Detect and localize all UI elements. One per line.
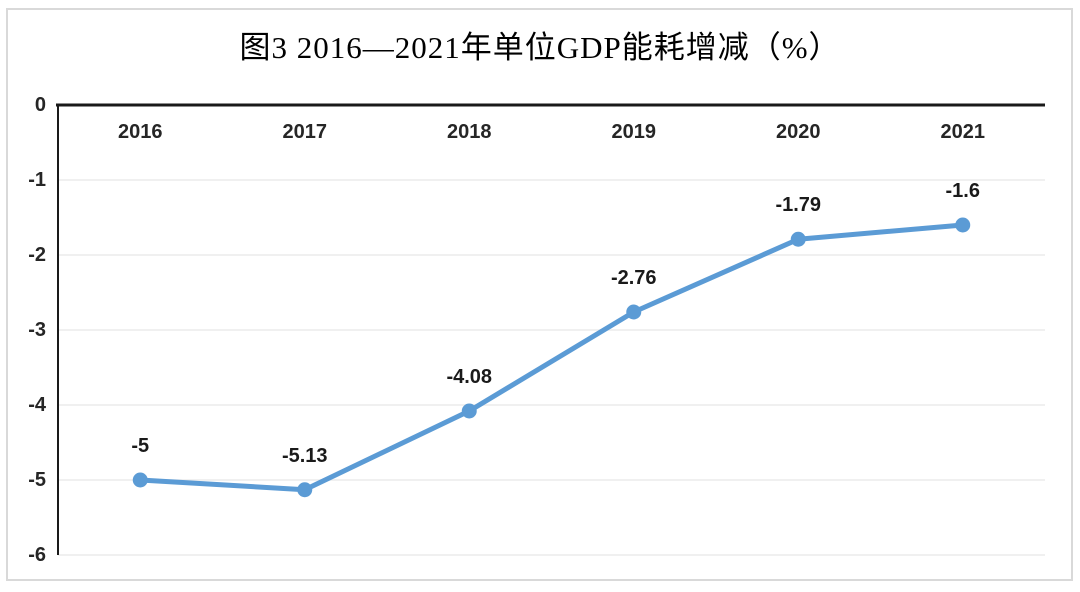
data-label: -5.13 <box>281 444 328 467</box>
y-axis-tick-label: -6 <box>28 544 46 566</box>
x-axis-category-label: 2017 <box>282 121 328 143</box>
series-line <box>137 222 966 493</box>
x-axis-category-label: 2021 <box>940 121 986 143</box>
y-axis-tick-label: 0 <box>34 94 46 116</box>
data-label: -4.08 <box>446 366 493 388</box>
data-point-marker <box>297 482 313 498</box>
data-point-marker <box>132 472 148 488</box>
data-label: -2.76 <box>610 267 657 289</box>
y-axis-tick-label: -2 <box>28 244 46 266</box>
x-axis-category-label: 2018 <box>447 121 492 143</box>
data-point-marker <box>955 217 971 233</box>
data-label: -5 <box>131 435 150 457</box>
y-axis-tick-label: -1 <box>28 169 46 191</box>
data-point-marker <box>461 403 477 419</box>
y-axis-tick-label: -3 <box>28 319 46 341</box>
chart-title: 图3 2016—2021年单位GDP能耗增减（%） <box>239 30 841 65</box>
data-label: -1.79 <box>775 194 822 217</box>
y-axis-tick-label: -5 <box>28 469 46 491</box>
y-axis-tick-label: -4 <box>28 394 46 416</box>
data-point-marker <box>790 231 806 247</box>
data-point-marker <box>626 304 642 320</box>
data-label: -1.6 <box>945 180 980 202</box>
x-axis-category-label: 2020 <box>776 121 821 143</box>
x-axis-category-label: 2019 <box>611 121 657 143</box>
x-axis-category-label: 2016 <box>118 121 163 143</box>
